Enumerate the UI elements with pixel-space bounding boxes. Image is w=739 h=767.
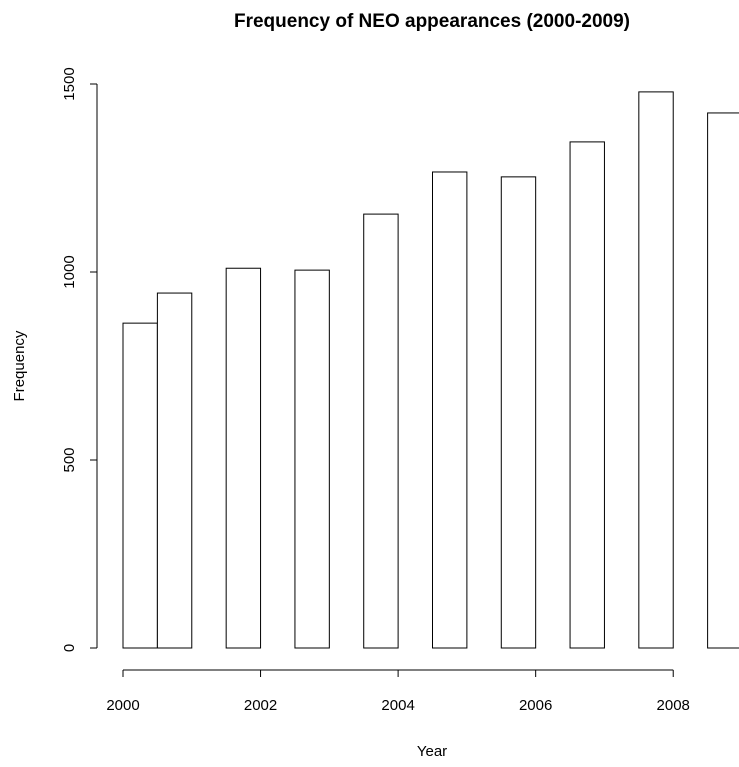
bar (363, 213, 399, 649)
bar (569, 141, 605, 649)
bar (707, 112, 739, 649)
chart-title: Frequency of NEO appearances (2000-2009) (234, 11, 630, 32)
x-tick-label: 2008 (657, 697, 690, 714)
x-tick-label: 2004 (381, 697, 414, 714)
bar (122, 322, 158, 649)
x-axis-label: Year (417, 743, 447, 760)
y-tick-label: 0 (61, 644, 78, 652)
bar (294, 269, 330, 649)
bar (638, 91, 674, 649)
bar (432, 171, 468, 649)
bar (225, 267, 262, 649)
y-tick-label: 500 (61, 447, 78, 472)
y-axis-label: Frequency (11, 330, 28, 401)
x-tick-label: 2002 (244, 697, 277, 714)
y-tick-label: 1500 (61, 67, 78, 100)
bar (500, 176, 537, 649)
x-tick-label: 2006 (519, 697, 552, 714)
x-tick-label: 2000 (106, 697, 139, 714)
y-tick-label: 1000 (61, 255, 78, 288)
bar (156, 292, 193, 649)
